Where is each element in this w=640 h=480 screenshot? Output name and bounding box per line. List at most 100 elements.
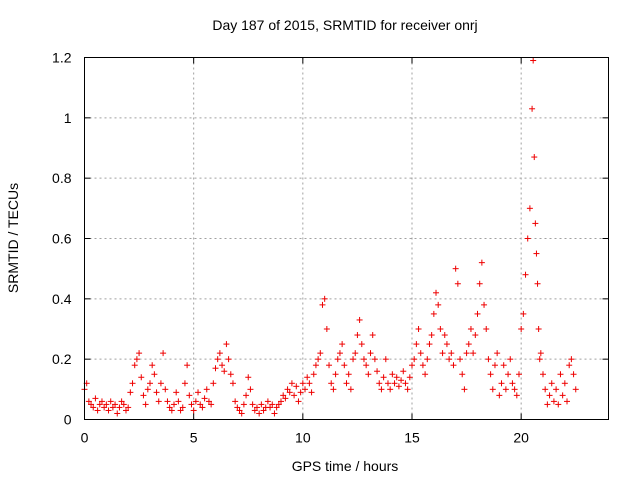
grid-lines — [84, 57, 609, 420]
data-point — [424, 356, 431, 363]
data-point — [535, 326, 542, 332]
data-point — [310, 371, 317, 378]
data-point — [195, 389, 202, 396]
data-point — [572, 386, 579, 393]
data-point — [395, 383, 402, 390]
data-point — [341, 362, 348, 369]
data-point — [149, 362, 156, 369]
data-point — [454, 280, 461, 287]
data-point — [243, 392, 250, 399]
data-point — [530, 57, 537, 64]
data-point — [522, 271, 529, 278]
data-point — [570, 371, 577, 378]
data-point — [291, 392, 298, 399]
data-point — [542, 386, 549, 393]
data-point — [413, 341, 420, 348]
data-point — [534, 280, 541, 287]
data-point — [339, 341, 346, 348]
data-point — [533, 250, 540, 257]
data-point — [286, 389, 293, 396]
data-point — [151, 371, 158, 378]
data-point — [251, 407, 258, 414]
data-point — [282, 395, 289, 402]
data-point — [190, 407, 197, 414]
data-point — [520, 310, 527, 317]
data-point — [103, 401, 110, 408]
data-point — [223, 341, 230, 348]
data-point — [498, 380, 505, 387]
data-point — [382, 356, 389, 363]
data-point — [511, 386, 518, 393]
data-point — [181, 380, 188, 387]
data-point — [319, 301, 326, 308]
data-point — [463, 350, 470, 357]
data-point — [474, 310, 481, 317]
data-point — [212, 365, 219, 372]
data-point — [550, 398, 557, 405]
data-point — [245, 374, 252, 381]
data-point — [376, 380, 383, 387]
data-point — [234, 404, 241, 411]
data-point — [467, 326, 474, 332]
data-point — [306, 380, 313, 387]
data-point — [171, 401, 178, 408]
data-point — [518, 326, 525, 332]
data-point — [253, 404, 260, 411]
data-point — [507, 356, 514, 363]
data-point — [568, 356, 575, 363]
y-tick-label: 0 — [64, 412, 72, 428]
data-point — [400, 368, 407, 375]
data-point — [345, 371, 352, 378]
data-point — [258, 401, 265, 408]
data-point — [354, 332, 361, 339]
data-point — [210, 380, 217, 387]
data-point — [529, 105, 536, 112]
data-point — [330, 386, 337, 393]
data-point — [147, 380, 153, 387]
data-point — [494, 350, 501, 357]
data-point — [387, 386, 394, 393]
data-point — [155, 398, 162, 405]
data-point — [168, 407, 175, 414]
data-point — [98, 398, 105, 405]
data-point — [269, 401, 276, 408]
data-point — [302, 386, 309, 393]
data-point — [365, 371, 372, 378]
data-point — [557, 371, 564, 378]
data-point — [343, 380, 350, 387]
data-point — [459, 371, 466, 378]
data-point — [347, 386, 354, 393]
data-point — [380, 374, 387, 381]
y-tick-labels: 0 0.2 0.4 0.6 0.8 1 1.2 — [52, 50, 72, 428]
data-point — [90, 404, 97, 411]
data-point — [229, 380, 236, 387]
data-point — [513, 392, 520, 399]
data-point — [173, 389, 180, 396]
data-point — [293, 383, 300, 390]
data-point — [208, 401, 215, 408]
data-point — [369, 332, 376, 339]
y-tick-label: 0.8 — [52, 170, 72, 186]
data-point — [457, 356, 464, 363]
data-point — [352, 350, 359, 357]
data-point — [315, 356, 322, 363]
data-point — [297, 389, 304, 396]
data-point — [140, 392, 147, 399]
data-point — [129, 380, 136, 387]
data-point — [107, 398, 114, 405]
data-point — [500, 362, 507, 369]
data-point — [389, 371, 396, 378]
data-point — [295, 398, 302, 405]
data-point — [452, 265, 459, 272]
x-tick-label: 10 — [295, 430, 311, 446]
data-point — [564, 398, 571, 405]
plot-frame — [84, 57, 609, 420]
data-point — [188, 401, 195, 408]
data-point — [422, 371, 429, 378]
data-point — [378, 386, 385, 393]
data-point — [192, 398, 199, 405]
data-point — [278, 398, 284, 405]
data-point — [398, 377, 405, 384]
data-point — [371, 356, 378, 363]
